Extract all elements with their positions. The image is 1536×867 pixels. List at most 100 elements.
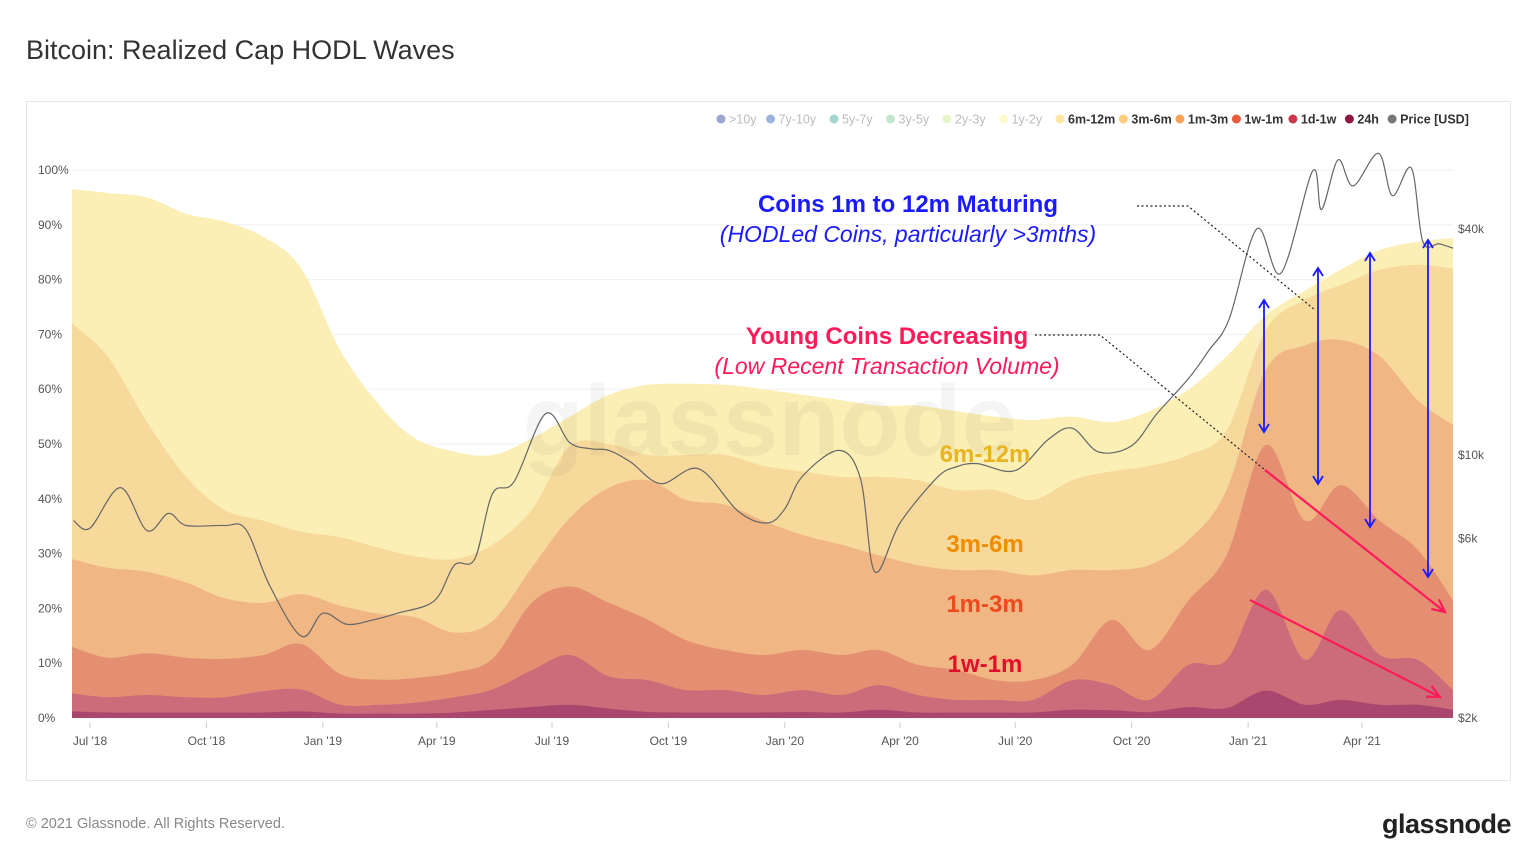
legend-item-7y-10y[interactable]: 7y-10y bbox=[766, 113, 817, 127]
legend-label: 24h bbox=[1357, 113, 1379, 127]
legend-dot-icon bbox=[1288, 114, 1298, 124]
legend-label: 5y-7y bbox=[842, 113, 873, 127]
y-tick-label: 40% bbox=[38, 492, 62, 506]
y-tick-label: 10% bbox=[38, 656, 62, 670]
maturing-arrows bbox=[1258, 238, 1434, 579]
legend-item-24h[interactable]: 24h bbox=[1344, 113, 1379, 127]
price-tick-label: $2k bbox=[1458, 711, 1478, 725]
price-tick-label: $10k bbox=[1458, 448, 1485, 462]
band-label: 1m-3m bbox=[946, 591, 1023, 618]
legend-dot-icon bbox=[716, 114, 726, 124]
maturing-subtitle: (HODLed Coins, particularly >3mths) bbox=[720, 221, 1096, 247]
legend-dot-icon bbox=[1055, 114, 1065, 124]
stacked-bands bbox=[72, 189, 1453, 718]
legend-label: >10y bbox=[729, 113, 757, 127]
y-tick-label: 60% bbox=[38, 382, 62, 396]
x-tick-label: Oct '18 bbox=[188, 734, 226, 748]
young-title: Young Coins Decreasing bbox=[746, 323, 1028, 350]
x-tick-label: Jan '20 bbox=[766, 734, 805, 748]
y-tick-label: 30% bbox=[38, 547, 62, 561]
legend-item-3m-6m[interactable]: 3m-6m bbox=[1118, 113, 1172, 127]
x-tick-label: Jul '19 bbox=[535, 734, 570, 748]
legend-label: 1m-3m bbox=[1188, 113, 1228, 127]
copyright: © 2021 Glassnode. All Rights Reserved. bbox=[26, 816, 285, 832]
band-1d-1w bbox=[72, 589, 1453, 718]
young-leader-line bbox=[1035, 334, 1266, 471]
y-tick-label: 80% bbox=[38, 273, 62, 287]
legend-item-1y-2y[interactable]: 1y-2y bbox=[999, 113, 1043, 127]
legend-label: 7y-10y bbox=[779, 113, 817, 127]
double-arrow-icon bbox=[1422, 238, 1434, 579]
x-tick-label: Apr '21 bbox=[1343, 734, 1381, 748]
y-tick-label: 100% bbox=[38, 163, 69, 177]
y-tick-label: 50% bbox=[38, 437, 62, 451]
arrow-icon bbox=[1264, 469, 1447, 614]
band-label: 1w-1m bbox=[948, 651, 1023, 678]
legend-item-1d-1w[interactable]: 1d-1w bbox=[1288, 113, 1337, 127]
page-title: Bitcoin: Realized Cap HODL Waves bbox=[26, 35, 455, 65]
legend-dot-icon bbox=[1344, 114, 1354, 124]
price-tick-label: $40k bbox=[1458, 222, 1485, 236]
legend-dot-icon bbox=[829, 114, 839, 124]
legend-dot-icon bbox=[1387, 114, 1397, 124]
double-arrow-icon bbox=[1364, 251, 1376, 529]
x-tick-label: Jul '18 bbox=[73, 734, 108, 748]
price-tick-label: $6k bbox=[1458, 532, 1478, 546]
maturing-title: Coins 1m to 12m Maturing bbox=[758, 191, 1058, 218]
legend-item->10y[interactable]: >10y bbox=[716, 113, 758, 127]
legend-item-3y-5y[interactable]: 3y-5y bbox=[886, 113, 930, 127]
x-tick-label: Apr '19 bbox=[418, 734, 456, 748]
legend-item-1w-1m[interactable]: 1w-1m bbox=[1231, 113, 1283, 127]
x-tick-label: Oct '20 bbox=[1113, 734, 1151, 748]
y-tick-label: 0% bbox=[38, 711, 56, 725]
legend-label: 1y-2y bbox=[1012, 113, 1043, 127]
x-tick-label: Jul '20 bbox=[998, 734, 1033, 748]
x-axis-ticks: Jul '18 Oct '18 Jan '19 Apr '19 Jul '19 Oct '… bbox=[73, 722, 1381, 748]
legend-item-Price [USD][interactable]: Price [USD] bbox=[1387, 113, 1469, 127]
price-series bbox=[73, 152, 1454, 638]
x-tick-label: Jan '19 bbox=[304, 734, 343, 748]
annotations: Coins 1m to 12m Maturing (HODLed Coins, … bbox=[714, 191, 1447, 699]
y-tick-label: 90% bbox=[38, 218, 62, 232]
legend-item-6m-12m[interactable]: 6m-12m bbox=[1055, 113, 1116, 127]
legend-label: 3y-5y bbox=[899, 113, 930, 127]
decreasing-arrows bbox=[1249, 469, 1447, 699]
legend-dot-icon bbox=[766, 114, 776, 124]
legend-dot-icon bbox=[886, 114, 895, 124]
y-tick-label: 70% bbox=[38, 327, 62, 341]
legend-item-1m-3m[interactable]: 1m-3m bbox=[1175, 113, 1228, 127]
legend-dot-icon bbox=[1175, 114, 1185, 124]
legend-label: 3m-6m bbox=[1131, 113, 1171, 127]
legend-label: 1d-1w bbox=[1301, 113, 1337, 127]
band-label: 6m-12m bbox=[940, 441, 1031, 468]
double-arrow-icon bbox=[1258, 298, 1270, 434]
legend-item-5y-7y[interactable]: 5y-7y bbox=[829, 113, 874, 127]
young-subtitle: (Low Recent Transaction Volume) bbox=[714, 353, 1059, 379]
legend-label: 1w-1m bbox=[1244, 113, 1283, 127]
band-labels: 6m-12m 3m-6m 1m-3m 1w-1m bbox=[940, 441, 1031, 678]
arrow-icon bbox=[1249, 599, 1443, 699]
y-axis-ticks: 0% 10% 20% 30% 40% 50% 60% 70% 80% 90% 100% bbox=[38, 163, 69, 725]
double-arrow-icon bbox=[1312, 266, 1324, 486]
legend-item-2y-3y[interactable]: 2y-3y bbox=[942, 113, 987, 127]
legend-label: 6m-12m bbox=[1068, 113, 1115, 127]
band-24h bbox=[72, 690, 1453, 718]
watermark: glassnode bbox=[523, 365, 1018, 477]
x-tick-label: Oct '19 bbox=[650, 734, 688, 748]
legend-label: 2y-3y bbox=[955, 113, 986, 127]
maturing-leader-line bbox=[1137, 205, 1316, 311]
legend-dot-icon bbox=[1231, 114, 1241, 124]
y-tick-label: 20% bbox=[38, 601, 62, 615]
price-axis-ticks: $2k $6k $10k $40k bbox=[1458, 222, 1485, 725]
x-tick-label: Jan '21 bbox=[1229, 734, 1268, 748]
legend: Price [USD] 24h 1d-1w 1w-1m 1m-3m 3m-6m 6m-12m… bbox=[716, 113, 1469, 127]
legend-label: Price [USD] bbox=[1400, 113, 1469, 127]
legend-dot-icon bbox=[999, 114, 1008, 124]
legend-dot-icon bbox=[942, 114, 952, 124]
band-label: 3m-6m bbox=[946, 531, 1023, 558]
x-tick-label: Apr '20 bbox=[881, 734, 919, 748]
price-line bbox=[73, 152, 1454, 638]
glassnode-logo: glassnode bbox=[1382, 809, 1512, 839]
legend-dot-icon bbox=[1118, 114, 1128, 124]
